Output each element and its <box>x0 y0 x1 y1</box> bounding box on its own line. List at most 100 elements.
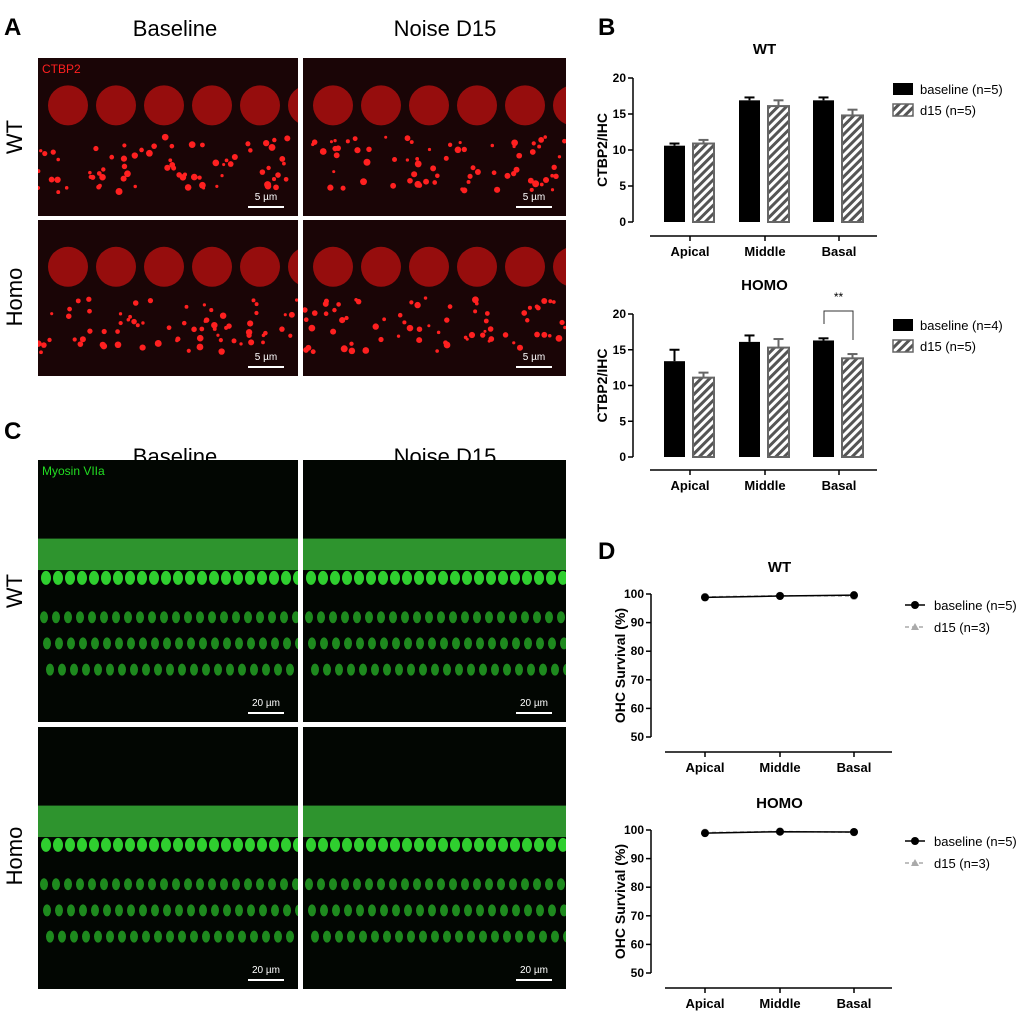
legend-swatch <box>892 103 914 117</box>
legend-label: baseline (n=5) <box>920 82 1003 97</box>
image-c-wt-baseline: Myosin VIIa 20 µm <box>38 460 298 722</box>
x-tick-label: Apical <box>685 996 724 1011</box>
y-tick-label: 80 <box>631 880 645 894</box>
scale-bar-label: 20 µm <box>520 965 548 976</box>
panel-a-col-noise: Noise D15 <box>393 16 497 41</box>
chart-title: WT <box>753 41 776 58</box>
scale-bar <box>248 366 284 368</box>
x-tick-label: Basal <box>822 478 857 493</box>
stain-label: Myosin VIIa <box>42 464 105 478</box>
data-point <box>850 828 858 837</box>
image-a-homo-noise: 5 µm <box>303 220 566 376</box>
image-c-wt-noise: 20 µm <box>303 460 566 722</box>
bar <box>739 100 760 222</box>
y-tick-label: 15 <box>613 343 627 357</box>
data-point <box>701 593 709 602</box>
chart-title: HOMO <box>756 795 803 812</box>
x-tick-label: Apical <box>685 760 724 775</box>
bar <box>692 376 715 459</box>
legend-label: baseline (n=5) <box>934 598 1017 613</box>
significance-bracket <box>823 310 854 340</box>
bar <box>692 142 715 224</box>
data-point <box>776 592 784 601</box>
legend-label: baseline (n=4) <box>920 318 1003 333</box>
x-tick-label: Basal <box>837 760 872 775</box>
y-tick-label: 60 <box>631 701 645 715</box>
y-tick-label: 60 <box>631 937 645 951</box>
y-tick-label: 0 <box>619 215 626 229</box>
y-axis-label: CTBP2/IHC <box>594 349 610 423</box>
scale-bar-label: 5 µm <box>522 352 546 363</box>
bar <box>841 114 864 223</box>
panel-label-a: A <box>4 14 22 41</box>
x-tick-label: Basal <box>837 996 872 1011</box>
y-tick-label: 15 <box>613 107 627 121</box>
image-a-wt-noise: 5 µm <box>303 58 566 216</box>
image-c-homo-noise: 20 µm <box>303 727 566 989</box>
legend-label: baseline (n=5) <box>934 834 1017 849</box>
stain-label: CTBP2 <box>42 62 81 76</box>
bar <box>767 105 790 223</box>
y-tick-label: 70 <box>631 673 645 687</box>
y-tick-label: 90 <box>631 616 645 630</box>
y-tick-label: 50 <box>631 730 645 744</box>
legend-label: d15 (n=3) <box>934 620 990 635</box>
y-tick-label: 20 <box>613 307 627 321</box>
legend-swatch <box>893 319 913 331</box>
legend-marker <box>911 623 919 630</box>
scale-bar <box>248 206 284 208</box>
y-tick-label: 100 <box>624 587 644 601</box>
y-tick-label: 70 <box>631 909 645 923</box>
y-tick-label: 5 <box>619 179 626 193</box>
scale-bar <box>248 979 284 981</box>
legend-marker <box>911 859 919 866</box>
legend-label: d15 (n=5) <box>920 339 976 354</box>
scale-bar-label: 5 µm <box>522 192 546 203</box>
scale-bar-label: 20 µm <box>520 698 548 709</box>
image-a-wt-baseline: CTBP2 5 µm <box>38 58 298 216</box>
x-tick-label: Basal <box>822 244 857 259</box>
scale-bar <box>516 712 552 714</box>
image-c-homo-baseline: 20 µm <box>38 727 298 989</box>
bar <box>739 341 760 457</box>
y-tick-label: 5 <box>619 414 626 428</box>
x-tick-label: Middle <box>759 996 800 1011</box>
y-tick-label: 80 <box>631 644 645 658</box>
bar <box>664 145 685 222</box>
scale-bar <box>516 206 552 208</box>
legend-swatch <box>893 83 913 95</box>
panel-label-d: D <box>598 538 616 565</box>
panel-label-b: B <box>598 14 616 41</box>
y-axis-label: OHC Survival (%) <box>612 844 628 959</box>
scale-bar <box>516 366 552 368</box>
x-tick-label: Middle <box>759 760 800 775</box>
legend-label: d15 (n=5) <box>920 103 976 118</box>
chart-title: HOMO <box>741 277 788 294</box>
x-tick-label: Apical <box>670 478 709 493</box>
panel-a-col-baseline: Baseline <box>132 16 218 41</box>
x-tick-label: Apical <box>670 244 709 259</box>
scale-bar-label: 20 µm <box>252 698 280 709</box>
legend-marker <box>911 837 919 845</box>
y-tick-label: 100 <box>624 823 644 837</box>
significance-label: ** <box>834 290 844 304</box>
data-point <box>776 827 784 836</box>
chart-title: WT <box>768 559 791 576</box>
y-axis-label: CTBP2/IHC <box>594 113 610 187</box>
scale-bar-label: 20 µm <box>252 965 280 976</box>
legend-swatch <box>892 339 914 353</box>
bar <box>767 346 790 459</box>
y-tick-label: 20 <box>613 71 627 85</box>
y-tick-label: 0 <box>619 450 626 464</box>
x-tick-label: Middle <box>744 478 785 493</box>
x-tick-label: Middle <box>744 244 785 259</box>
y-tick-label: 10 <box>613 143 627 157</box>
y-tick-label: 90 <box>631 852 645 866</box>
bar <box>664 361 685 457</box>
legend-label: d15 (n=3) <box>934 856 990 871</box>
panel-label-c: C <box>4 418 22 445</box>
y-axis-label: OHC Survival (%) <box>612 608 628 723</box>
y-tick-label: 10 <box>613 379 627 393</box>
